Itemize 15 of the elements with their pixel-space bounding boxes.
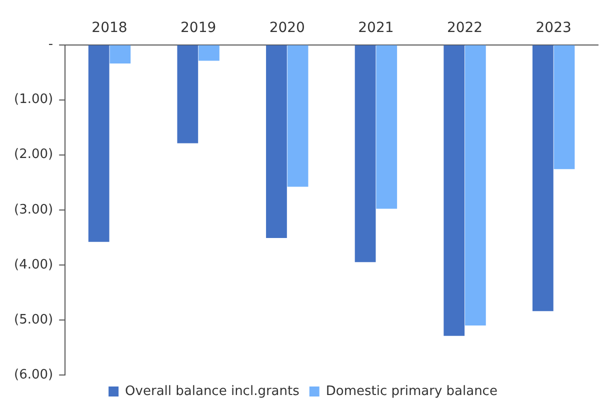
y-tick-label: - bbox=[48, 37, 54, 52]
y-tick-label: (4.00) bbox=[14, 257, 54, 272]
y-tick-label: (3.00) bbox=[14, 202, 54, 218]
y-tick-label: (2.00) bbox=[14, 147, 54, 162]
legend-label: Overall balance incl.grants bbox=[125, 384, 300, 399]
x-tick-label: 2021 bbox=[358, 20, 394, 36]
x-tick-label: 2018 bbox=[92, 20, 128, 36]
x-tick-label: 2019 bbox=[180, 20, 216, 36]
legend-label: Domestic primary balance bbox=[326, 384, 498, 399]
x-tick-label: 2023 bbox=[536, 20, 572, 36]
y-tick-label: (5.00) bbox=[14, 312, 54, 328]
x-tick-label: 2020 bbox=[269, 20, 305, 36]
y-tick-label: (6.00) bbox=[14, 367, 54, 382]
y-tick-label: (1.00) bbox=[14, 92, 54, 108]
x-tick-label: 2022 bbox=[446, 20, 483, 36]
